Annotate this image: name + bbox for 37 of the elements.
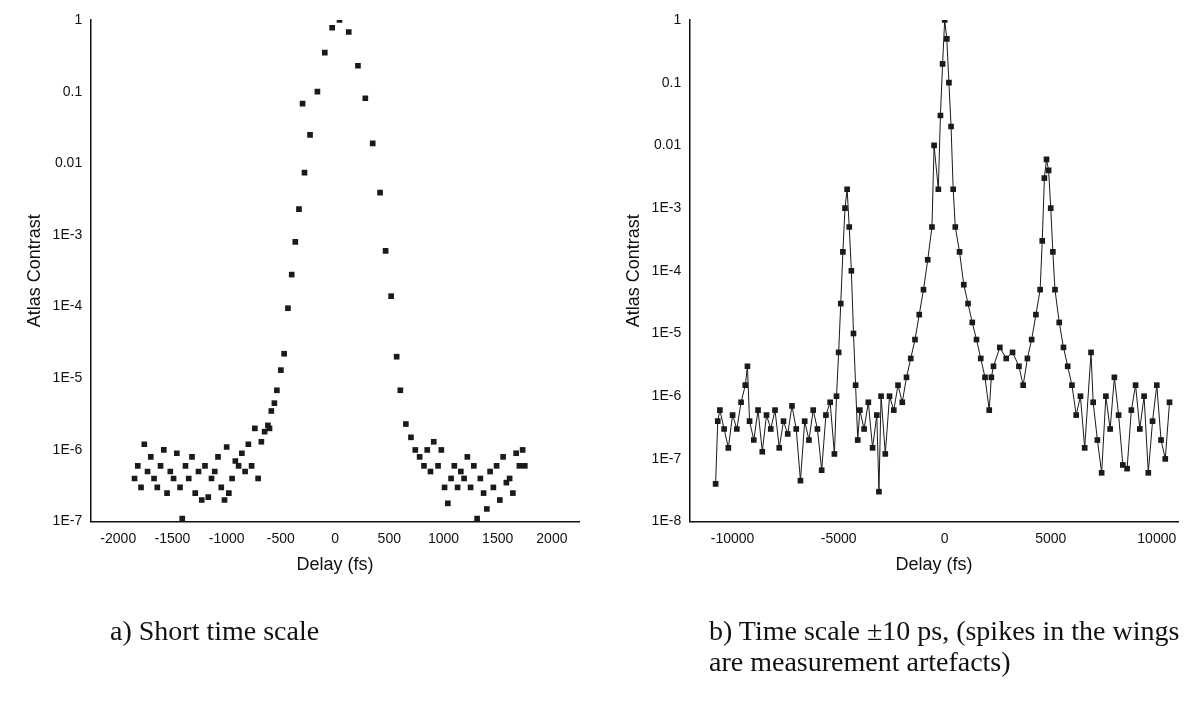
y-tick-label: 1E-7 <box>52 512 83 529</box>
y-tick-label: 0.01 <box>653 136 682 153</box>
x-axis-title: Delay (fs) <box>296 554 374 575</box>
x-tick-label: 1000 <box>427 529 460 546</box>
y-tick-label: 0.1 <box>661 73 682 90</box>
y-tick-label: 1E-5 <box>651 324 682 341</box>
x-tick-label: -2000 <box>100 529 137 546</box>
y-tick-label: 1E-6 <box>52 440 83 457</box>
y-tick-label: 1E-3 <box>651 198 682 215</box>
y-tick-label: 1E-6 <box>651 387 682 404</box>
x-tick-label: -1000 <box>208 529 245 546</box>
x-tick-label: -1500 <box>154 529 191 546</box>
x-tick-label: 0 <box>940 529 949 546</box>
x-tick-label: 500 <box>377 529 402 546</box>
x-tick-label: 0 <box>331 529 340 546</box>
x-tick-label: 10000 <box>1137 529 1177 546</box>
y-tick-label: 0.01 <box>54 154 83 171</box>
x-tick-label: -500 <box>266 529 296 546</box>
x-tick-label: -5000 <box>820 529 857 546</box>
y-tick-label: 1E-4 <box>651 261 682 278</box>
x-axis-title: Delay (fs) <box>895 554 973 575</box>
x-tick-label: -10000 <box>710 529 755 546</box>
y-tick-label: 1E-8 <box>651 512 682 529</box>
y-tick-label: 0.1 <box>62 82 83 99</box>
y-tick-label: 1E-3 <box>52 225 83 242</box>
text: a) Short time scale <box>110 615 321 647</box>
y-tick-label: 1E-7 <box>651 449 682 466</box>
x-tick-label: 1500 <box>482 529 514 546</box>
y-tick-label: 1E-5 <box>52 369 83 386</box>
x-tick-label: 5000 <box>1035 529 1067 546</box>
text: b) Time scale ±10 ps, (spikes in the wings are measurement artefacts) <box>709 615 1181 678</box>
y-tick-label: 1E-4 <box>52 297 83 314</box>
x-tick-label: 2000 <box>536 529 568 546</box>
y-tick-label: 1 <box>74 10 83 27</box>
y-axis-title: Atlas Contrast <box>622 214 643 328</box>
y-tick-label: 1 <box>673 10 682 27</box>
y-axis-title: Atlas Contrast <box>23 214 44 328</box>
